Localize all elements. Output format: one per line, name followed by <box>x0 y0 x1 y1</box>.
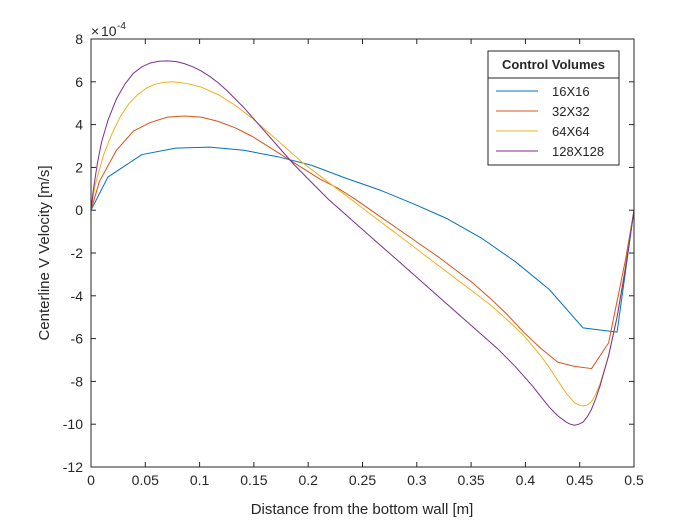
y-tick-label: 6 <box>75 74 83 90</box>
y-tick-label: 4 <box>75 117 83 133</box>
x-tick-label: 0.3 <box>407 472 427 488</box>
y-tick-label: 2 <box>75 159 83 175</box>
legend-label-16x16: 16X16 <box>552 84 590 99</box>
y-scale-exponent: × 10 -4 <box>91 21 126 39</box>
x-tick-label: 0.2 <box>298 472 318 488</box>
x-tick-label: 0.1 <box>190 472 210 488</box>
legend-label-32x32: 32X32 <box>552 104 590 119</box>
y-tick-label: -4 <box>71 288 84 304</box>
x-tick-label: 0.45 <box>566 472 593 488</box>
x-axis-label: Distance from the bottom wall [m] <box>251 501 474 518</box>
legend-label-128x128: 128X128 <box>552 144 604 159</box>
y-tick-label: -10 <box>63 416 83 432</box>
y-axis-label: Centerline V Velocity [m/s] <box>36 165 53 340</box>
legend-box <box>487 50 620 166</box>
y-scale-multiplier: × <box>91 23 99 39</box>
x-tick-label: 0 <box>87 472 95 488</box>
y-scale-exponent-value: -4 <box>117 21 126 32</box>
y-scale-base: 10 <box>101 23 117 39</box>
y-tick-label: 8 <box>75 31 83 47</box>
legend: Control Volumes 16X16 32X32 64X64 128X128 <box>487 50 620 166</box>
y-tick-label: -12 <box>63 459 83 475</box>
x-axis-ticks: 0 0.05 0.1 0.15 0.2 0.25 0.3 0.35 0.4 0.45 0.5 <box>87 39 644 488</box>
x-tick-label: 0.25 <box>349 472 376 488</box>
y-tick-label: -8 <box>71 373 84 389</box>
legend-label-64x64: 64X64 <box>552 124 590 139</box>
legend-items: 16X16 32X32 64X64 128X128 <box>496 84 604 159</box>
series-line-32x32 <box>90 115 635 370</box>
y-axis-ticks: -12 -10 -8 -6 -4 -2 0 2 4 6 8 <box>63 31 634 475</box>
x-tick-label: 0.05 <box>132 472 159 488</box>
series-layer <box>90 60 635 426</box>
y-tick-label: 0 <box>75 202 83 218</box>
y-tick-label: -6 <box>71 331 84 347</box>
series-line-64x64 <box>90 81 635 407</box>
x-tick-label: 0.35 <box>457 472 484 488</box>
series-line-128x128 <box>90 60 635 426</box>
series-line-16x16 <box>90 146 635 333</box>
x-tick-label: 0.4 <box>516 472 536 488</box>
legend-title: Control Volumes <box>502 57 605 72</box>
y-tick-label: -2 <box>71 245 84 261</box>
x-tick-label: 0.5 <box>624 472 644 488</box>
x-tick-label: 0.15 <box>240 472 267 488</box>
